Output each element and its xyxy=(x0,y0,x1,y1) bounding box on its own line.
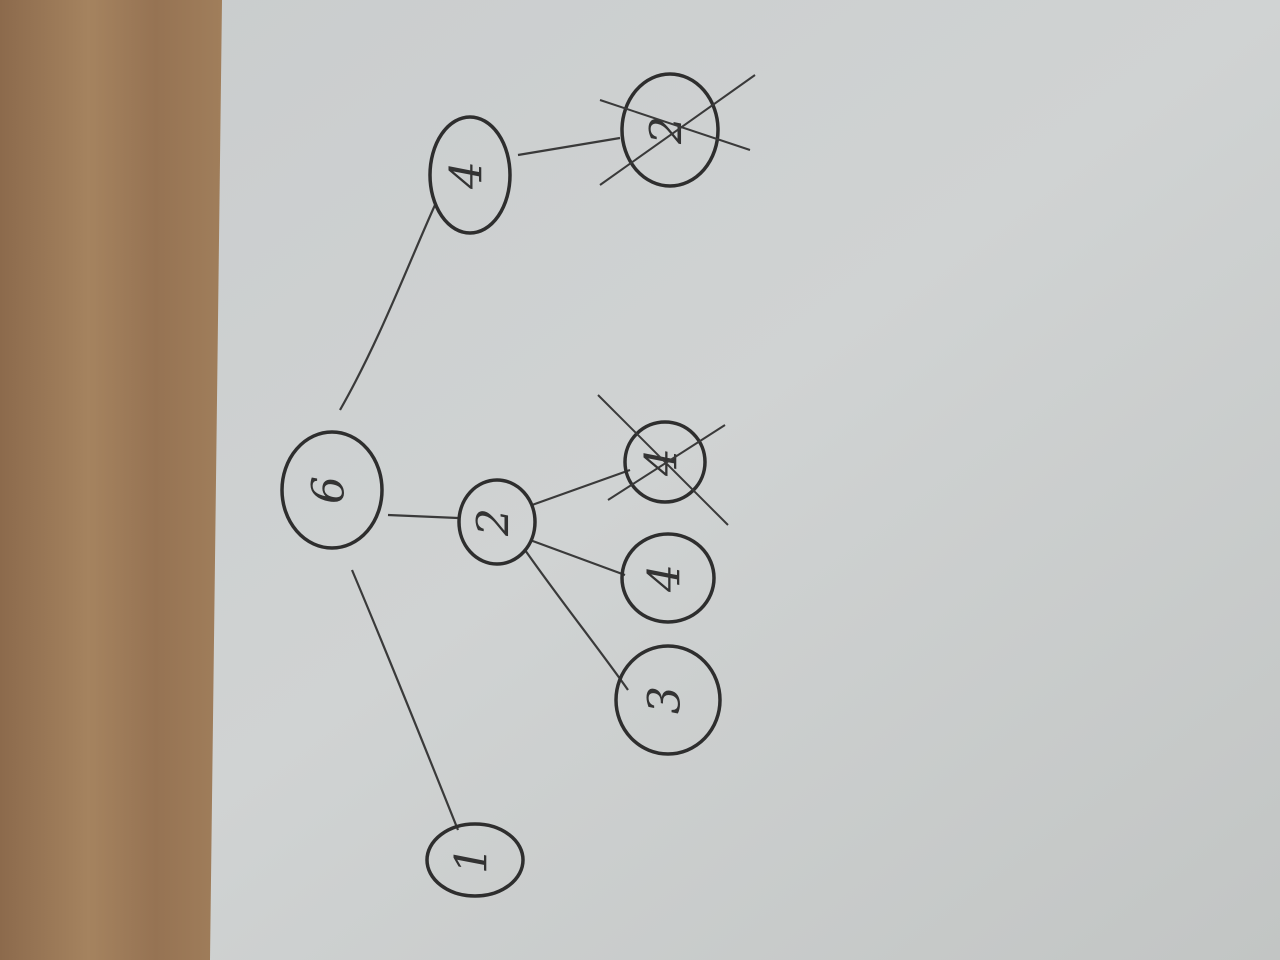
node: 1 xyxy=(425,822,525,898)
node-label: 4 xyxy=(640,564,691,593)
node-circle xyxy=(457,478,537,566)
node-circle xyxy=(280,430,384,550)
node-label: 6 xyxy=(304,476,355,504)
node-circle xyxy=(623,420,707,504)
node: 2 xyxy=(457,478,537,566)
node-label: 1 xyxy=(447,846,498,874)
edge xyxy=(529,538,626,577)
node-circle xyxy=(620,72,720,188)
node: 3 xyxy=(614,644,722,756)
cross xyxy=(597,394,729,526)
node-label: 3 xyxy=(640,686,691,714)
node-label: 4 xyxy=(637,448,688,477)
node-label: 2 xyxy=(642,116,693,145)
cross xyxy=(599,99,751,151)
node-circle xyxy=(614,644,722,756)
node: 4 xyxy=(623,420,707,504)
node-label: 4 xyxy=(442,161,493,190)
edge xyxy=(350,569,460,831)
edges xyxy=(339,136,631,831)
edge xyxy=(524,549,629,691)
desk xyxy=(0,0,222,960)
nodes: 6 4 2 2 4 4 3 1 xyxy=(280,72,722,898)
edge xyxy=(339,204,437,411)
edge xyxy=(517,136,621,157)
node-circle xyxy=(428,115,512,235)
node: 2 xyxy=(620,72,720,188)
cross xyxy=(607,424,726,501)
node: 4 xyxy=(620,532,716,624)
edge xyxy=(387,513,459,520)
edge xyxy=(531,468,631,507)
node-label: 2 xyxy=(469,508,520,537)
node: 6 xyxy=(280,430,384,550)
node-circle xyxy=(425,822,525,898)
node-circle xyxy=(620,532,716,624)
node: 4 xyxy=(428,115,512,235)
cross xyxy=(599,74,756,186)
crosses xyxy=(597,74,756,526)
